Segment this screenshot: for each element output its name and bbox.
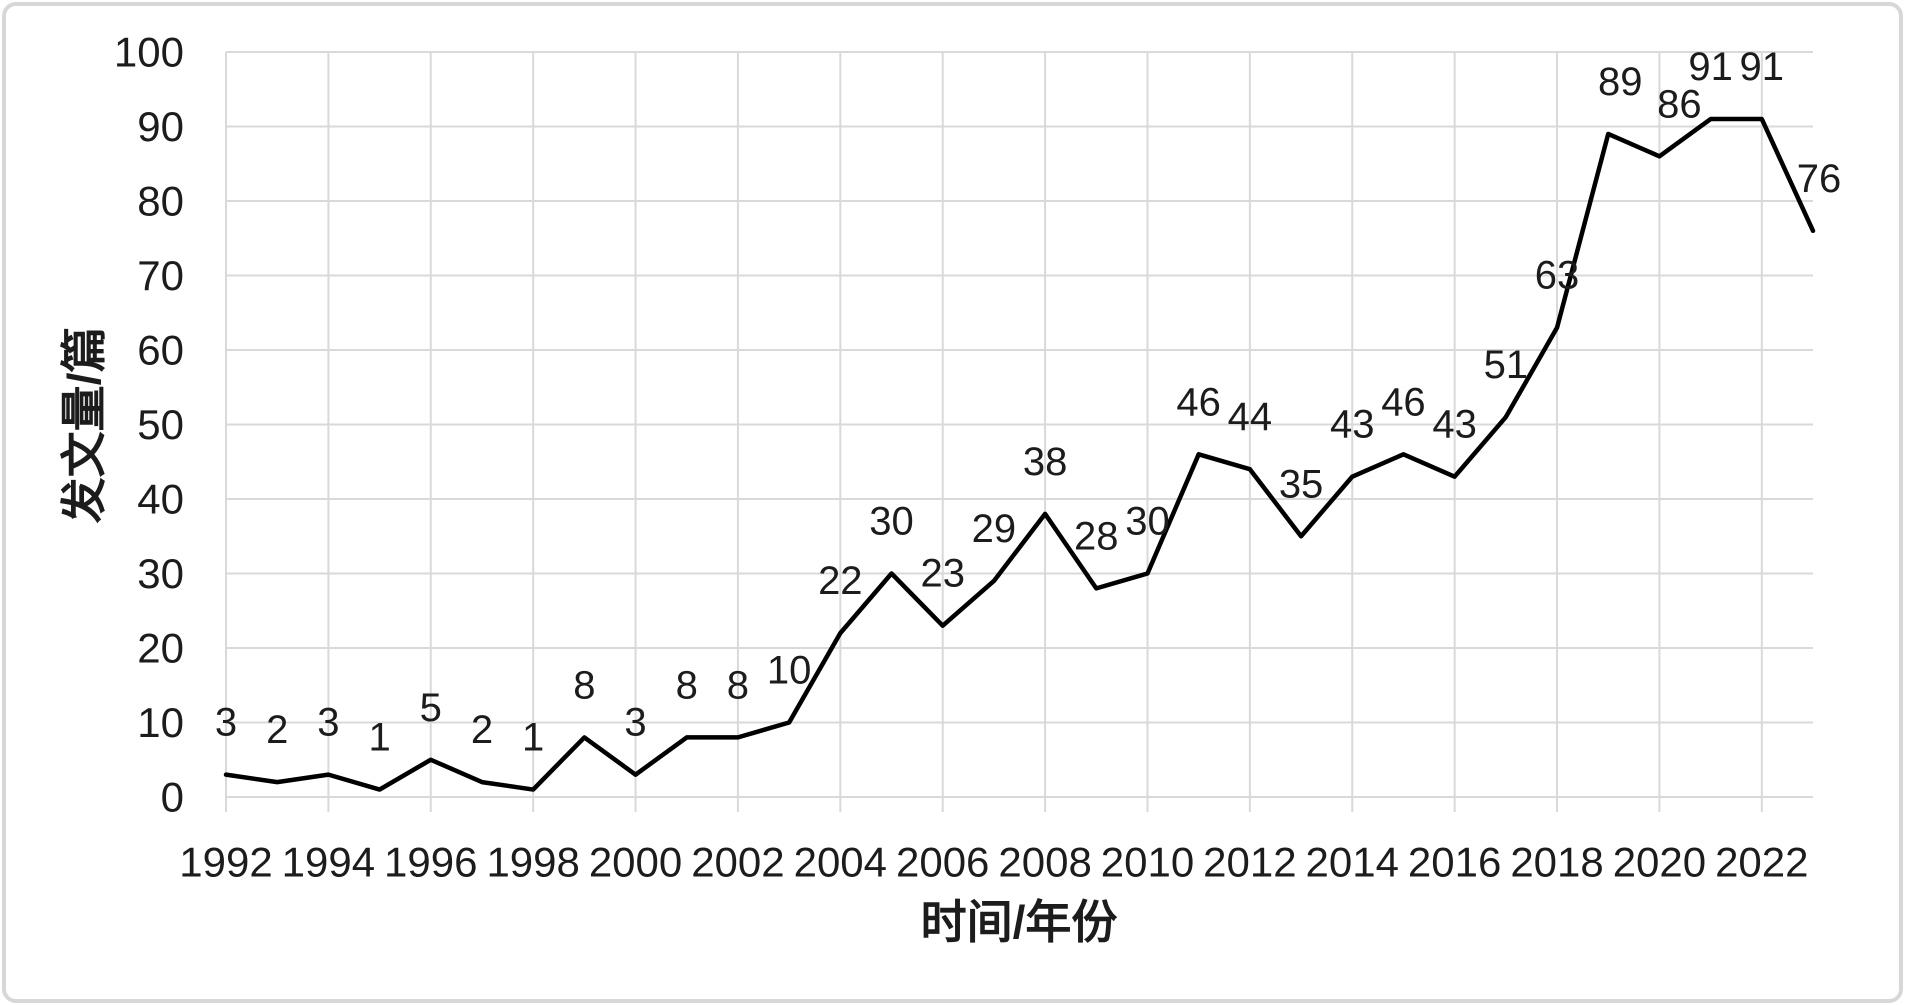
data-label: 28 [1074, 514, 1119, 558]
x-tick-label: 2006 [896, 839, 989, 886]
y-tick-label: 40 [137, 476, 184, 523]
x-tick-label: 2004 [794, 839, 887, 886]
y-tick-label: 30 [137, 550, 184, 597]
data-label: 8 [676, 663, 698, 707]
x-tick-label: 1998 [486, 839, 579, 886]
data-label: 46 [1176, 380, 1221, 424]
x-tick-label: 2018 [1510, 839, 1603, 886]
data-label: 76 [1797, 157, 1842, 201]
x-axis-tick-labels: 1992 1994 1996 1998 2000 2002 2004 2006 2008 2010… [179, 839, 1808, 886]
data-label: 10 [767, 649, 812, 693]
data-label: 46 [1381, 380, 1426, 424]
data-label: 86 [1657, 82, 1702, 126]
data-label: 35 [1279, 462, 1324, 506]
y-tick-label: 0 [161, 774, 184, 821]
y-tick-label: 100 [114, 29, 184, 76]
data-label: 22 [818, 559, 863, 603]
x-tick-label: 1996 [384, 839, 477, 886]
series-line [223, 116, 1816, 792]
x-tick-label: 2014 [1306, 839, 1399, 886]
data-label: 23 [920, 552, 965, 596]
data-label: 91 [1688, 45, 1733, 89]
x-tick-label: 2022 [1715, 839, 1808, 886]
data-label: 43 [1432, 403, 1477, 447]
data-label: 5 [420, 686, 442, 730]
y-axis-tick-labels: 0 10 20 30 40 50 60 70 80 90 100 [114, 29, 184, 821]
y-tick-label: 80 [137, 178, 184, 225]
data-label: 63 [1535, 254, 1580, 298]
y-tick-label: 90 [137, 103, 184, 150]
data-label: 8 [573, 663, 595, 707]
y-axis-title: 发文量/篇 [58, 327, 110, 524]
data-label: 38 [1023, 440, 1068, 484]
data-label: 51 [1484, 343, 1529, 387]
x-tick-label: 2002 [691, 839, 784, 886]
data-label: 1 [368, 716, 390, 760]
x-tick-label: 2008 [998, 839, 1091, 886]
data-label: 89 [1598, 60, 1643, 104]
data-label: 1 [522, 716, 544, 760]
data-label: 3 [624, 701, 646, 745]
x-tick-label: 2010 [1101, 839, 1194, 886]
y-tick-label: 70 [137, 252, 184, 299]
data-label: 2 [266, 708, 288, 752]
y-tick-label: 20 [137, 625, 184, 672]
data-label: 3 [215, 701, 237, 745]
data-label: 43 [1330, 403, 1375, 447]
y-tick-label: 50 [137, 401, 184, 448]
horizontal-gridlines [226, 51, 1813, 798]
data-label: 44 [1228, 395, 1273, 439]
x-tick-label: 1994 [282, 839, 375, 886]
y-tick-label: 60 [137, 327, 184, 374]
x-tick-label: 1992 [179, 839, 272, 886]
data-label: 30 [869, 500, 914, 544]
x-tick-label: 2016 [1408, 839, 1501, 886]
data-label: 91 [1740, 45, 1785, 89]
vertical-gridlines [225, 52, 1763, 812]
data-label: 30 [1125, 500, 1170, 544]
x-tick-label: 2020 [1613, 839, 1706, 886]
x-axis-title: 时间/年份 [921, 896, 1118, 948]
data-label: 29 [972, 507, 1017, 551]
data-label: 8 [727, 663, 749, 707]
data-label: 3 [317, 701, 339, 745]
x-tick-label: 2012 [1203, 839, 1296, 886]
y-tick-label: 10 [137, 699, 184, 746]
data-label: 2 [471, 708, 493, 752]
x-tick-label: 2000 [589, 839, 682, 886]
